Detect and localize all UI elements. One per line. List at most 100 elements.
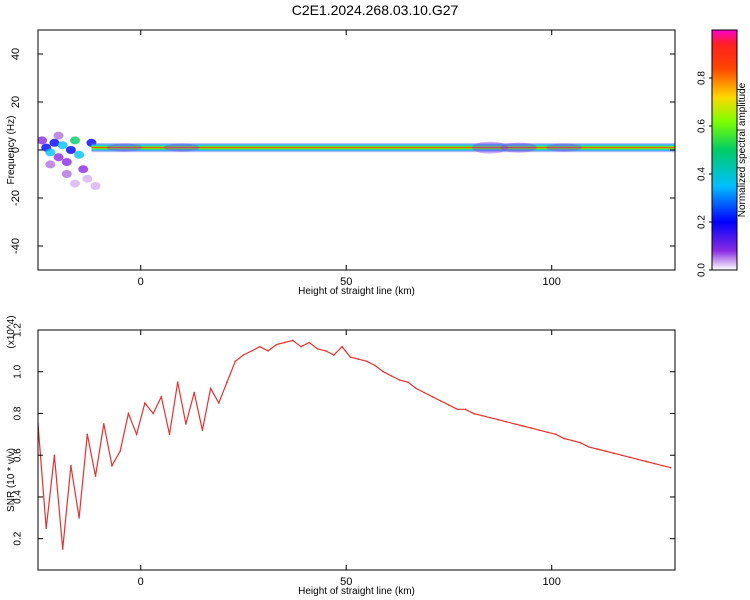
snr-data-point: [111, 464, 113, 467]
snr-data-point: [201, 429, 204, 431]
snr-data-point: [61, 548, 64, 550]
snr-data-point: [661, 464, 664, 467]
snr-data-point: [357, 358, 360, 361]
snr-data-point: [341, 345, 343, 348]
colorbar: 0.0 0.2 0.4 0.6 0.8 Normalized spectral ampli…: [697, 29, 748, 277]
snr-data-point: [234, 360, 237, 363]
snr-data-point: [226, 381, 228, 383]
snr-data-point: [628, 456, 631, 459]
snr-data-point: [497, 418, 500, 421]
snr-data-point: [259, 345, 261, 348]
snr-data-point: [102, 423, 105, 425]
heatmap-x-tick-label: 0: [138, 276, 144, 288]
snr-data-point: [119, 450, 121, 452]
colorbar-label: Normalized spectral amplitude: [737, 82, 748, 217]
heatmap-blob: [45, 148, 56, 157]
snr-data-point: [481, 414, 483, 417]
heatmap-blob: [69, 179, 80, 188]
heatmap-y-tick-label: -40: [10, 238, 22, 254]
snr-data-point: [670, 466, 672, 469]
snr-y-tick-label: 0.8: [13, 406, 24, 420]
snr-data-point: [505, 421, 508, 423]
snr-data-point: [563, 437, 565, 440]
snr-data-point: [193, 391, 195, 394]
snr-data-point: [218, 402, 220, 404]
band-bump: [500, 142, 537, 153]
snr-y-tick-label: 0.2: [13, 531, 24, 545]
snr-data-point: [333, 354, 335, 356]
heatmap-blob: [53, 131, 64, 140]
snr-data-point: [555, 433, 557, 436]
snr-data-point: [612, 452, 615, 454]
snr-y-axis-label: SNR (10 * v/v): [6, 448, 17, 512]
colorbar-gradient: [711, 29, 738, 271]
snr-data-point: [439, 400, 442, 402]
colorbar-tick-label: 0.4: [697, 167, 708, 181]
heatmap-blob: [53, 153, 64, 162]
snr-y-scale-label: (x10^4): [6, 315, 17, 348]
heatmap-blob: [45, 160, 56, 169]
snr-data-point: [645, 460, 648, 463]
band-bump: [163, 143, 200, 152]
snr-data-point: [620, 454, 623, 457]
heatmap-y-tick-label: 0: [10, 147, 22, 153]
snr-data-point: [538, 429, 541, 431]
heatmap-blob: [82, 174, 93, 183]
snr-data-point: [604, 450, 606, 452]
snr-data-point: [209, 387, 212, 390]
snr-data-point: [415, 387, 417, 390]
snr-data-point: [267, 350, 269, 352]
snr-data-point: [374, 364, 376, 367]
snr-data-point: [168, 433, 171, 436]
heatmap-blob: [78, 165, 89, 174]
snr-data-point: [365, 360, 368, 363]
snr-data-point: [423, 391, 426, 394]
snr-data-point: [144, 402, 146, 404]
snr-data-point: [522, 425, 524, 427]
colorbar-tick-label: 0.0: [697, 263, 708, 277]
snr-data-point: [185, 423, 187, 425]
snr-data-point: [390, 375, 393, 377]
chart-title: C2E1.2024.268.03.10.G27: [291, 2, 459, 18]
snr-y-tick-label: 1.0: [13, 364, 24, 378]
heatmap-x-tick-label: 50: [340, 276, 352, 288]
snr-data-point: [530, 427, 532, 429]
snr-data-point: [53, 454, 56, 457]
heatmap-y-tick-label: 40: [10, 48, 22, 60]
snr-data-point: [135, 433, 138, 436]
snr-data-point: [349, 356, 352, 358]
band-bump: [472, 141, 509, 154]
snr-data-point: [316, 347, 319, 350]
snr-data-point: [513, 423, 516, 425]
snr-x-axis-label: Height of straight line (km): [298, 586, 415, 597]
snr-data-point: [472, 412, 475, 415]
heatmap-y-tick-label: 20: [10, 96, 22, 108]
snr-x-tick-label: 100: [543, 576, 561, 588]
snr-data-point: [653, 462, 656, 465]
heatmap-y-tick-label: -20: [10, 190, 22, 206]
snr-data-point: [250, 350, 253, 352]
snr-data-point: [587, 446, 590, 448]
snr-data-point: [398, 379, 401, 381]
snr-series-line: [38, 339, 672, 550]
colorbar-tick-label: 0.8: [697, 71, 708, 85]
snr-y-tick-label: 0.4: [13, 490, 24, 504]
dominant-band: [91, 142, 675, 153]
snr-x-tick-label: 50: [340, 576, 352, 588]
snr-data-point: [456, 408, 458, 411]
snr-y-tick-label: 1.2: [13, 323, 24, 337]
heatmap-blob: [57, 141, 68, 150]
snr-data-point: [300, 345, 302, 348]
band-bump: [106, 143, 143, 152]
snr-data-point: [176, 381, 179, 383]
snr-data-point: [324, 350, 327, 352]
heatmap-blob: [69, 136, 80, 145]
snr-frame: [37, 329, 676, 571]
snr-data-point: [283, 341, 286, 344]
heatmap-x-tick-label: 100: [543, 276, 561, 288]
snr-data-point: [70, 464, 72, 467]
snr-data-point: [637, 458, 639, 461]
heatmap-blob: [90, 182, 101, 190]
